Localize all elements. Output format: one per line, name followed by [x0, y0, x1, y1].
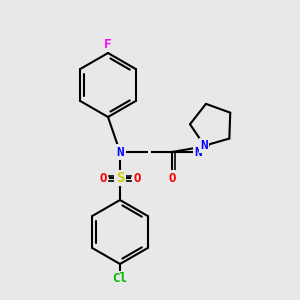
- Text: N: N: [194, 146, 202, 158]
- Text: N: N: [201, 139, 208, 152]
- Text: S: S: [116, 171, 124, 185]
- Text: O: O: [133, 172, 141, 184]
- Text: N: N: [116, 146, 124, 158]
- Text: O: O: [99, 172, 107, 184]
- Text: Cl: Cl: [112, 272, 128, 286]
- Text: F: F: [104, 38, 112, 50]
- Text: O: O: [168, 172, 176, 184]
